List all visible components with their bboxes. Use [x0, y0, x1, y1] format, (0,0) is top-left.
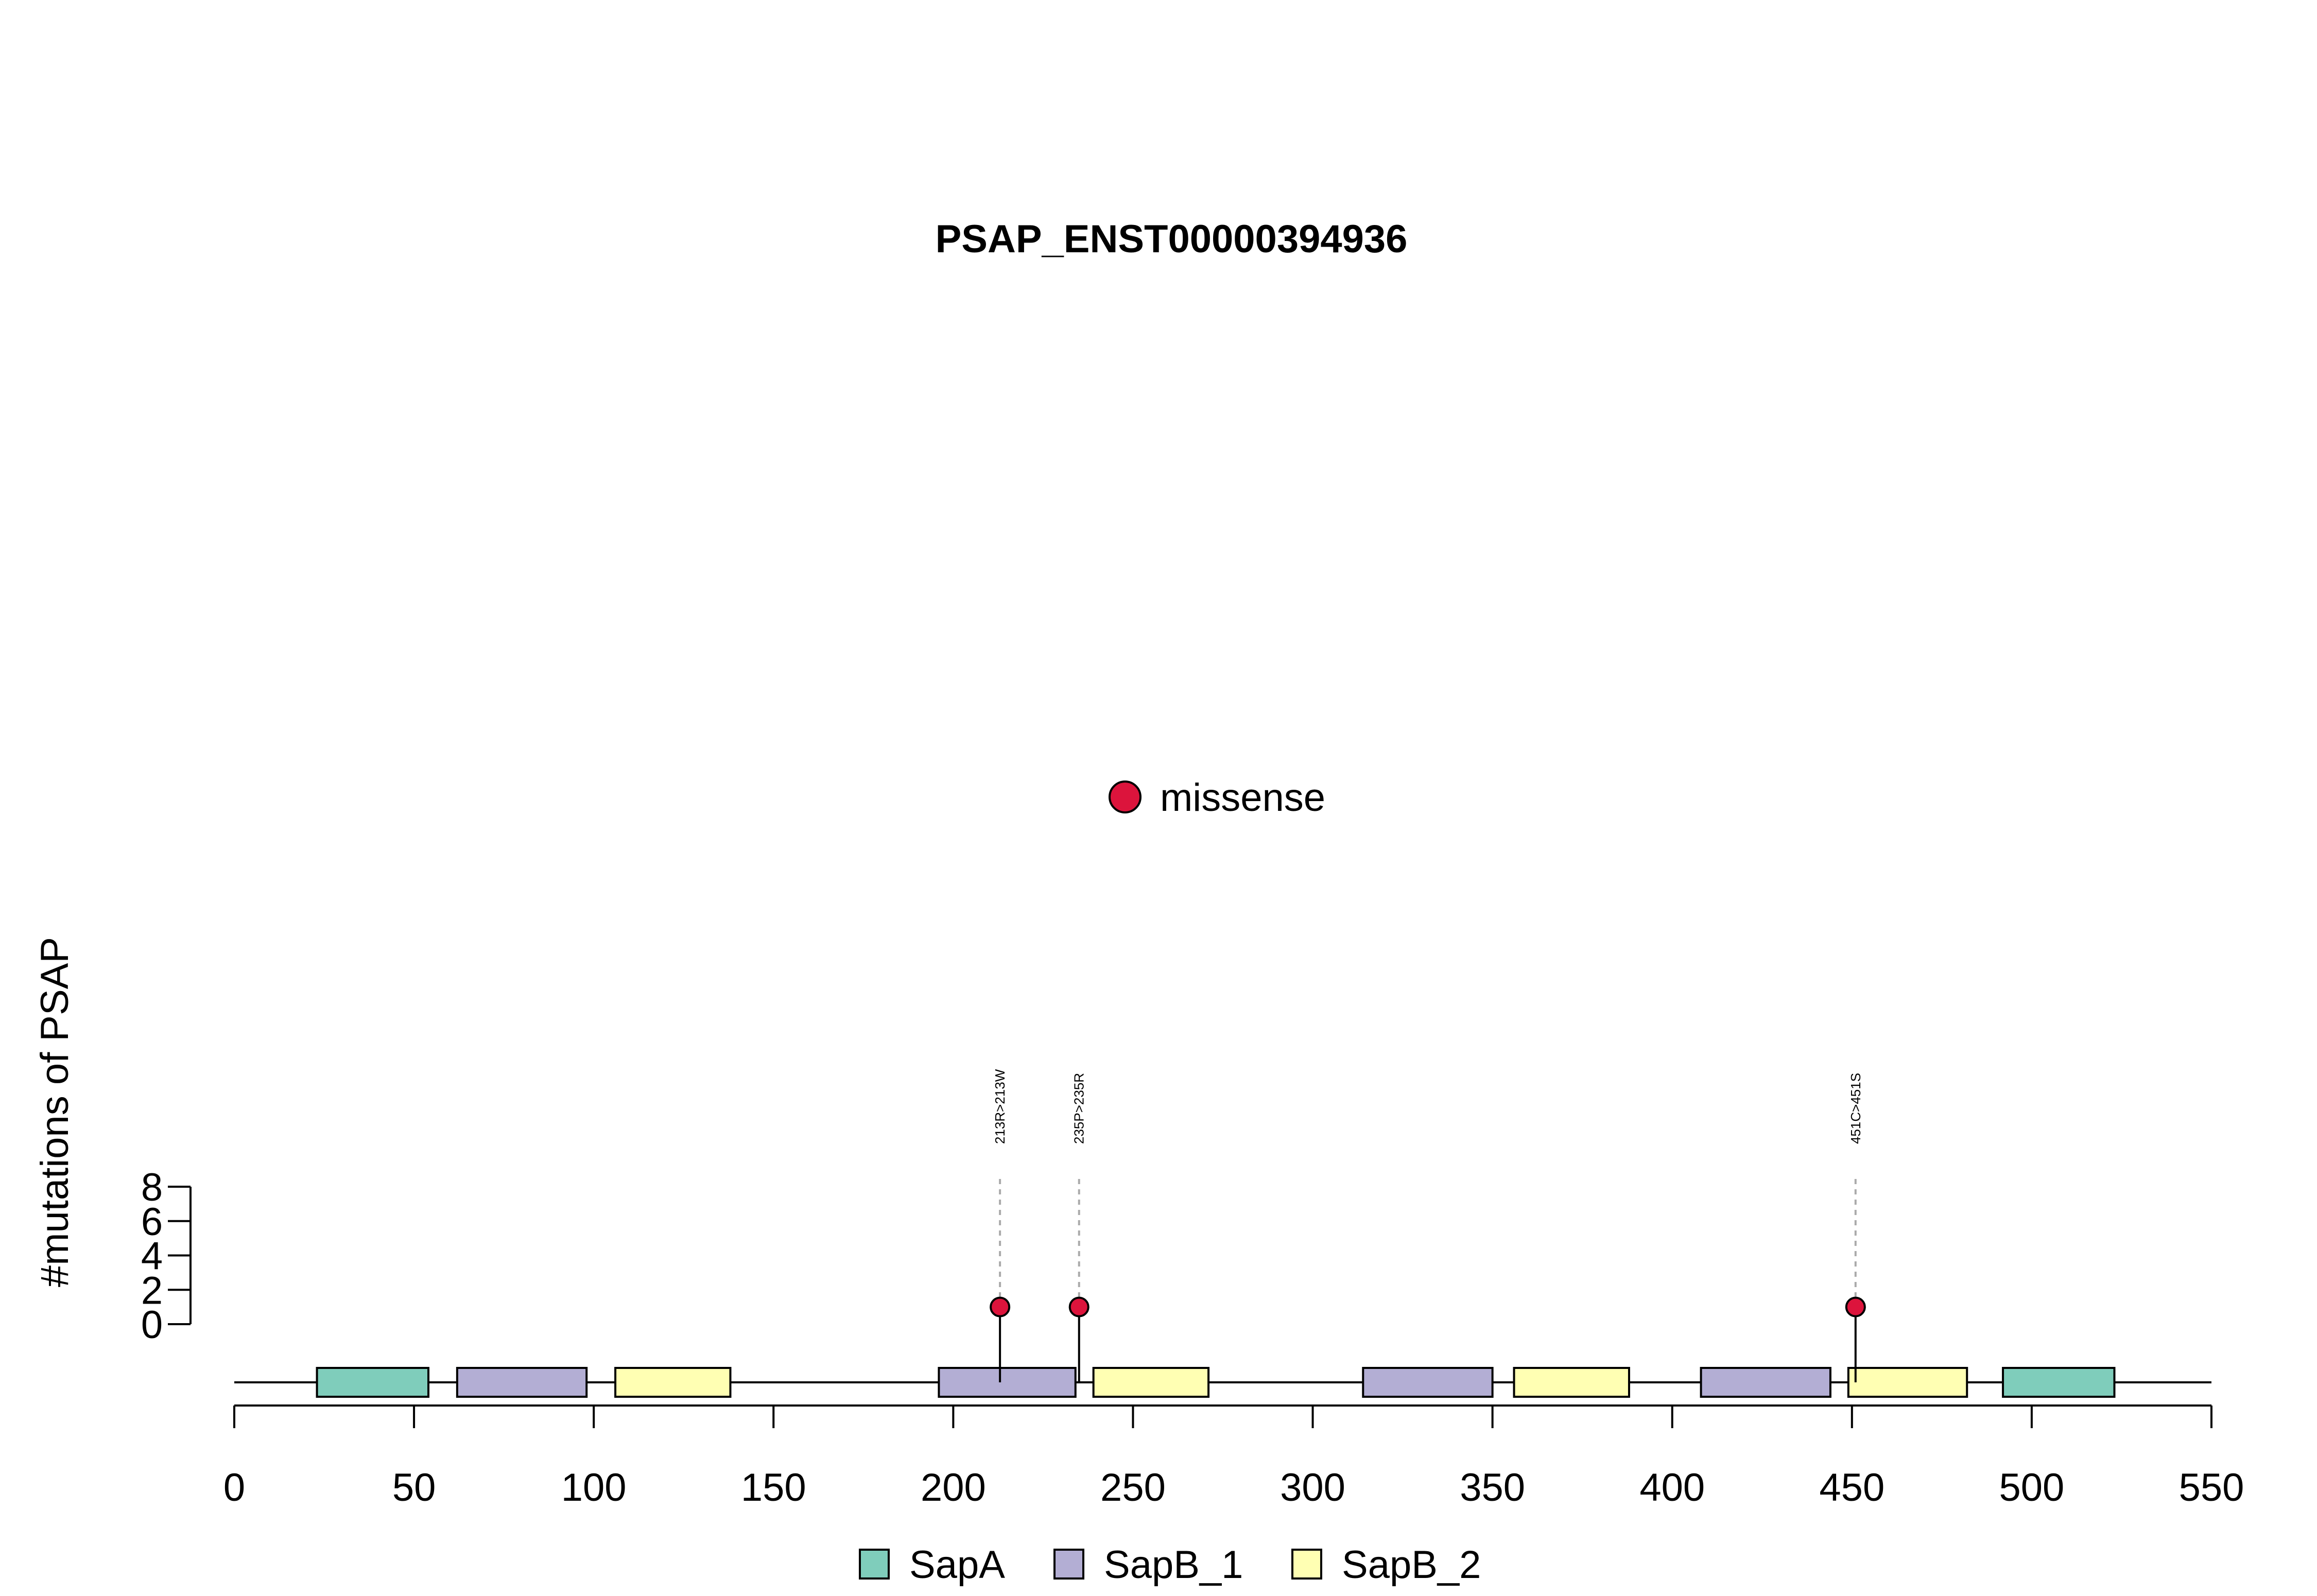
x-tick-label-300: 300 — [1280, 1466, 1345, 1510]
x-tick-label-0: 0 — [223, 1466, 245, 1510]
mutation-point-1 — [1068, 1296, 1090, 1317]
legend-swatch-SapB_2 — [1291, 1549, 1322, 1580]
x-tick-label-450: 450 — [1819, 1466, 1884, 1510]
domain-SapB_2-6 — [1513, 1367, 1630, 1398]
domain-SapB_1-7 — [1700, 1367, 1831, 1398]
x-tick-label-400: 400 — [1639, 1466, 1705, 1510]
legend-label-SapA: SapA — [909, 1543, 1005, 1587]
x-tick-label-50: 50 — [392, 1466, 436, 1510]
x-tick-label-500: 500 — [1999, 1466, 2065, 1510]
legend-swatch-SapB_1 — [1053, 1549, 1084, 1580]
legend-marker-missense — [1109, 780, 1142, 813]
legend-label-SapB_1: SapB_1 — [1104, 1543, 1243, 1587]
chart-title: PSAP_ENST00000394936 — [936, 217, 1408, 261]
y-tick-label-8: 8 — [141, 1166, 163, 1209]
legend-label-SapB_2: SapB_2 — [1342, 1543, 1481, 1587]
y-tick-label-0: 0 — [141, 1303, 163, 1347]
domain-SapA-0 — [316, 1367, 430, 1398]
x-axis: 0 50 100 150 200 250 300 350 400 450 500 550 — [223, 1404, 2244, 1510]
x-tick-label-250: 250 — [1100, 1466, 1166, 1510]
x-tick-label-550: 550 — [2179, 1466, 2244, 1510]
domain-SapB_2-2 — [614, 1367, 732, 1398]
x-tick-label-200: 200 — [921, 1466, 986, 1510]
domain-SapB_1-1 — [456, 1367, 588, 1398]
mutation-label-1: 235P>235R — [1071, 1073, 1087, 1144]
x-tick-label-100: 100 — [561, 1466, 627, 1510]
domain-SapB_1-5 — [1362, 1367, 1494, 1398]
y-tick-label-2: 2 — [141, 1269, 163, 1312]
domain-SapA-9 — [2002, 1367, 2116, 1398]
domain-track — [316, 1367, 2116, 1398]
domain-SapB_2-8 — [1847, 1367, 1968, 1398]
x-tick-label-350: 350 — [1460, 1466, 1525, 1510]
mutation-legend: missense — [1109, 776, 1325, 820]
y-tick-label-6: 6 — [141, 1200, 163, 1244]
mutation-label-0: 213R>213W — [992, 1069, 1008, 1144]
legend-swatch-SapA — [859, 1549, 890, 1580]
mutation-label-2: 451C>451S — [1848, 1073, 1863, 1144]
domain-SapB_1-3 — [938, 1367, 1077, 1398]
mutation-point-0 — [990, 1296, 1011, 1317]
y-axis-title: #mutations of PSAP — [33, 937, 77, 1287]
x-tick-label-150: 150 — [741, 1466, 806, 1510]
domain-legend: SapA SapB_1 SapB_2 — [859, 1543, 1481, 1587]
legend-label-missense: missense — [1160, 776, 1325, 820]
domain-SapB_2-4 — [1092, 1367, 1210, 1398]
mutation-point-2 — [1845, 1296, 1866, 1317]
mutation-lollipops: 213R>213W 235P>235R 451C>451S — [990, 1069, 1866, 1382]
y-tick-label-4: 4 — [141, 1235, 163, 1278]
